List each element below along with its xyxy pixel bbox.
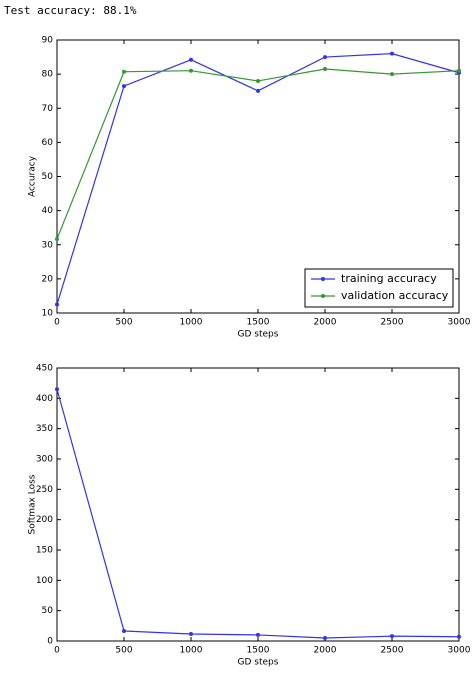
- x-tick-label: 1500: [247, 318, 270, 328]
- point: [256, 632, 260, 637]
- point: [323, 67, 327, 72]
- legend-marker: [321, 277, 325, 281]
- point: [122, 69, 126, 74]
- y-tick-label: 50: [42, 606, 54, 616]
- y-tick-label: 60: [42, 138, 54, 148]
- legend-box: [304, 268, 454, 308]
- point: [55, 236, 59, 241]
- y-tick-label: 40: [42, 206, 54, 216]
- point: [189, 68, 193, 73]
- point: [189, 57, 193, 62]
- y-axis-label: Accuracy: [28, 155, 38, 197]
- y-axis-label: Softmax Loss: [28, 474, 38, 534]
- y-tick-label: 100: [36, 576, 53, 586]
- x-tick-label: 1000: [180, 646, 203, 656]
- x-tick-label: 2500: [381, 646, 404, 656]
- point: [457, 68, 461, 73]
- x-tick-label: 1500: [247, 646, 270, 656]
- plot-frame: [56, 367, 460, 642]
- x-tick-label: 3000: [448, 318, 471, 328]
- x-axis-label: GD steps: [238, 658, 279, 668]
- x-tick-label: 0: [54, 646, 60, 656]
- x-tick-label: 0: [54, 318, 60, 328]
- legend-label: validation accuracy: [341, 289, 449, 302]
- point: [122, 628, 126, 633]
- x-tick-label: 2000: [314, 318, 337, 328]
- x-tick-label: 500: [115, 318, 132, 328]
- output-text: Test accuracy: 88.1%: [4, 4, 137, 17]
- y-tick-label: 200: [36, 515, 53, 525]
- y-tick-label: 20: [42, 274, 54, 284]
- legend-label: training accuracy: [341, 272, 437, 285]
- point: [256, 78, 260, 83]
- y-tick-label: 350: [36, 424, 53, 434]
- y-tick-label: 10: [42, 309, 54, 319]
- point: [323, 55, 327, 60]
- line: [56, 68, 460, 240]
- y-tick-label: 50: [42, 172, 54, 182]
- y-tick-label: 400: [36, 394, 53, 404]
- x-tick-label: 500: [115, 646, 132, 656]
- x-tick-label: 2000: [314, 646, 337, 656]
- y-tick-label: 250: [36, 485, 53, 495]
- x-tick-label: 1000: [180, 318, 203, 328]
- point: [390, 51, 394, 56]
- point: [390, 634, 394, 639]
- point: [457, 634, 461, 639]
- y-tick-label: 300: [36, 455, 53, 465]
- x-tick-label: 3000: [448, 646, 471, 656]
- y-tick-label: 450: [36, 364, 53, 374]
- point: [256, 88, 260, 93]
- y-tick-label: 30: [42, 240, 54, 250]
- y-tick-label: 0: [47, 637, 53, 647]
- point: [55, 387, 59, 392]
- point: [122, 84, 126, 89]
- x-axis-label: GD steps: [238, 330, 279, 340]
- point: [390, 72, 394, 77]
- y-tick-label: 150: [36, 546, 53, 556]
- y-tick-label: 90: [42, 36, 54, 46]
- legend-marker: [321, 294, 325, 298]
- point: [189, 632, 193, 637]
- point: [55, 302, 59, 307]
- y-tick-label: 70: [42, 104, 54, 114]
- line: [56, 389, 460, 639]
- point: [323, 635, 327, 640]
- y-tick-label: 80: [42, 70, 54, 80]
- x-tick-label: 2500: [381, 318, 404, 328]
